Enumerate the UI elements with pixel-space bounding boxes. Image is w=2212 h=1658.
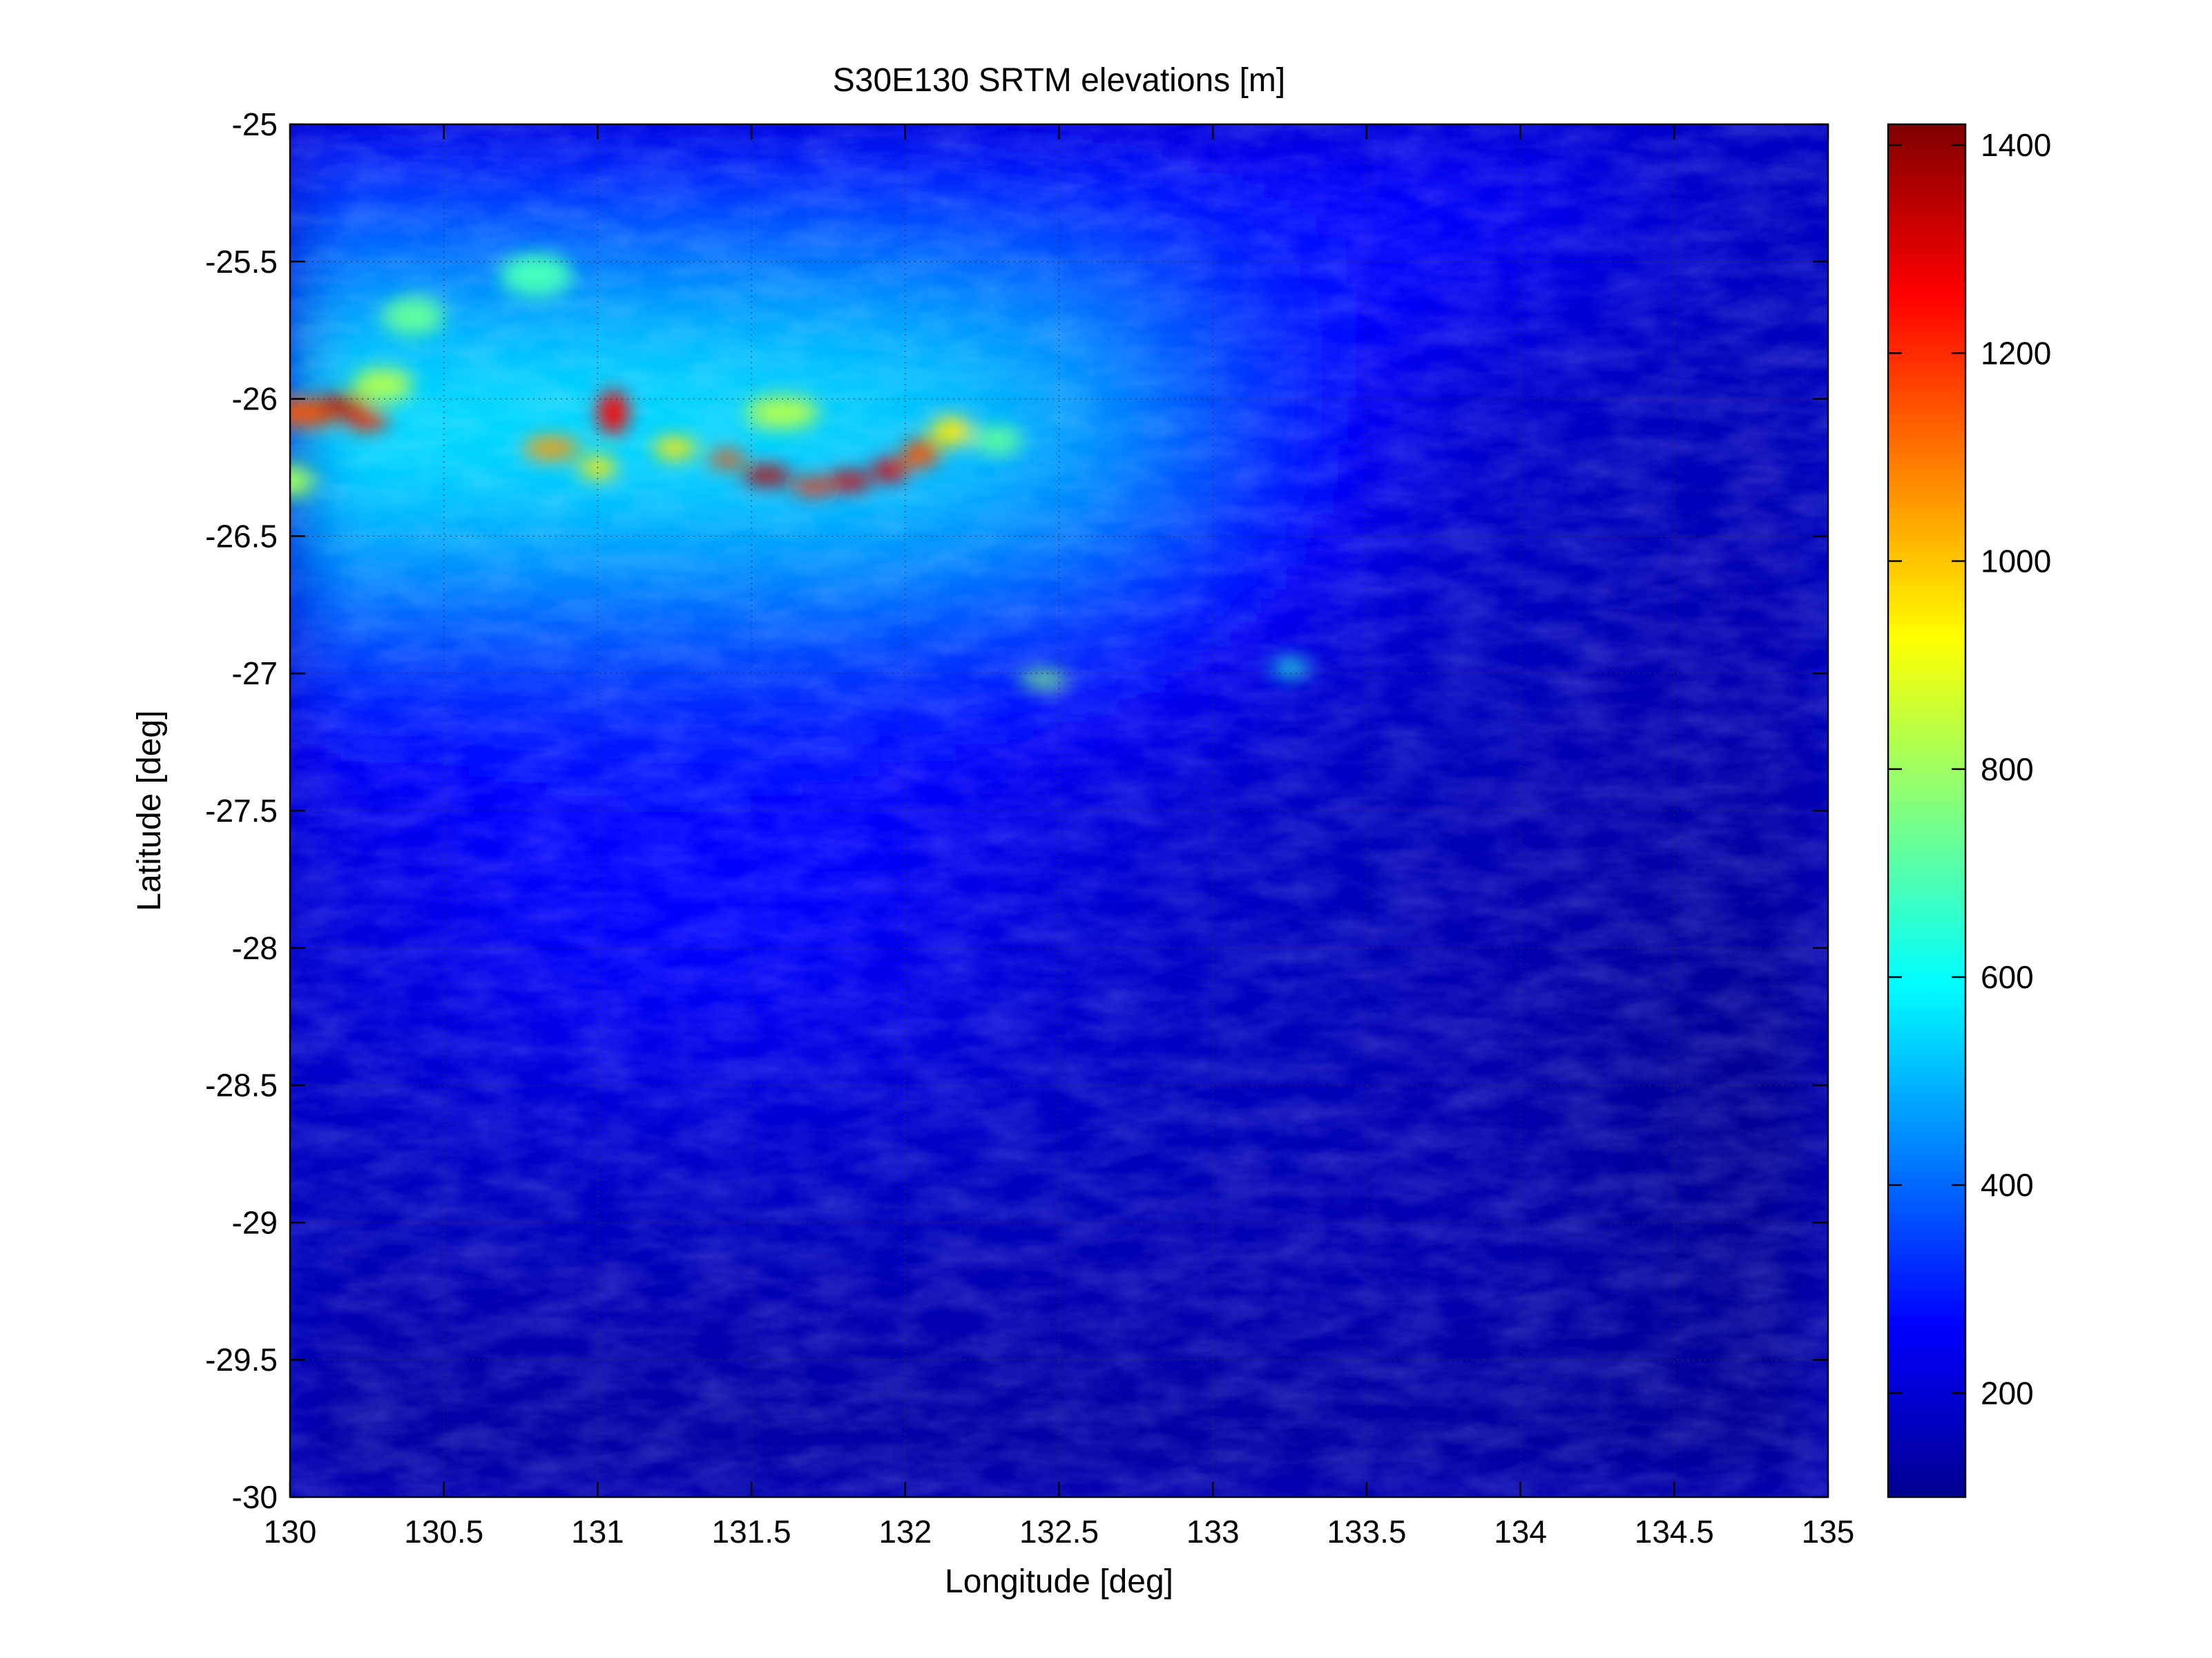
x-tick-label: 132 (878, 1514, 932, 1550)
elevation-heatmap (290, 124, 1828, 1497)
colorbar-gradient (1887, 123, 1967, 1498)
colorbar-tick-label: 800 (1981, 751, 2034, 787)
x-tick-label: 134 (1494, 1514, 1547, 1550)
y-axis-label: Latitude [deg] (131, 711, 168, 912)
colorbar-tick-label: 1200 (1981, 335, 2051, 371)
colorbar-tick-label: 1000 (1981, 543, 2051, 579)
colorbar-tick-label: 1400 (1981, 127, 2051, 163)
y-tick-label: -28.5 (205, 1068, 278, 1103)
colorbar-tick-label: 200 (1981, 1375, 2034, 1411)
y-tick-label: -26 (232, 381, 278, 417)
colorbar: 200 400 600 800 1000 1200 1400 (1887, 123, 2051, 1498)
y-tick-label: -29 (232, 1204, 278, 1240)
colorbar-tick-label: 600 (1981, 959, 2034, 995)
x-tick-label: 131.5 (712, 1514, 791, 1550)
colorbar-tick-label: 400 (1981, 1167, 2034, 1203)
x-tick-label: 134.5 (1635, 1514, 1714, 1550)
y-tick-label: -25 (232, 106, 278, 142)
y-tick-label: -28 (232, 930, 278, 966)
x-tick-label: 132.5 (1019, 1514, 1099, 1550)
x-axis-ticks: 130 130.5 131 131.5 132 132.5 133 133.5 134 134.5… (264, 124, 1855, 1550)
y-axis-ticks: -25 -25.5 -26 -26.5 -27 -27.5 -28 -28.5 -29 -29.5… (205, 106, 1828, 1515)
colorbar-ticks: 200 400 600 800 1000 1200 1400 (1888, 127, 2051, 1411)
x-tick-label: 133.5 (1327, 1514, 1406, 1550)
x-tick-label: 135 (1802, 1514, 1855, 1550)
chart-title: S30E130 SRTM elevations [m] (833, 62, 1285, 99)
y-tick-label: -29.5 (205, 1342, 278, 1378)
x-tick-label: 130 (264, 1514, 317, 1550)
y-tick-label: -26.5 (205, 518, 278, 554)
y-tick-label: -25.5 (205, 244, 278, 280)
y-tick-label: -27.5 (205, 793, 278, 829)
y-tick-label: -30 (232, 1479, 278, 1515)
x-tick-label: 131 (571, 1514, 624, 1550)
x-tick-label: 133 (1186, 1514, 1240, 1550)
x-axis-label: Longitude [deg] (945, 1563, 1173, 1600)
x-tick-label: 130.5 (404, 1514, 483, 1550)
plot-area: 130 130.5 131 131.5 132 132.5 133 133.5 134 134.5… (205, 106, 1854, 1550)
y-tick-label: -27 (232, 655, 278, 691)
